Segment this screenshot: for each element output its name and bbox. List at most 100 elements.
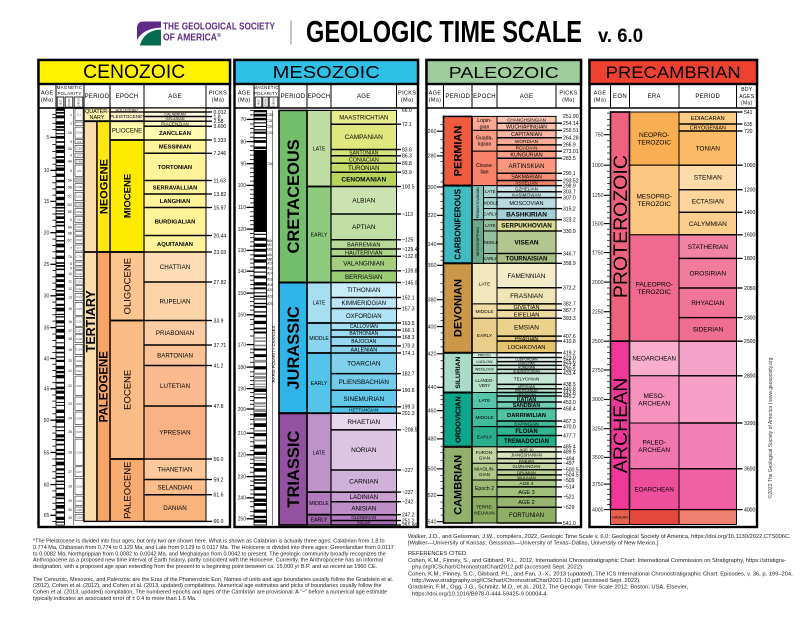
svg-text:3750: 3750 <box>592 482 604 488</box>
svg-text:4000: 4000 <box>592 507 604 513</box>
svg-text:WUCHIAPINGIAN: WUCHIAPINGIAN <box>506 125 547 131</box>
svg-text:EARLY: EARLY <box>311 232 328 238</box>
svg-text:PICKS: PICKS <box>559 90 577 96</box>
svg-text:152.1: 152.1 <box>402 295 415 301</box>
svg-text:C6: C6 <box>77 218 81 222</box>
svg-text:M5: M5 <box>267 253 272 257</box>
svg-text:C18: C18 <box>76 337 82 341</box>
svg-text:13.82: 13.82 <box>214 192 227 198</box>
svg-text:303.7: 303.7 <box>563 190 576 196</box>
svg-text:KATIAN: KATIAN <box>517 397 536 403</box>
svg-text:ALBIAN: ALBIAN <box>352 198 375 205</box>
svg-text:LATE: LATE <box>313 451 326 457</box>
svg-text:16: 16 <box>68 320 72 324</box>
svg-text:55: 55 <box>44 450 50 456</box>
svg-text:5B: 5B <box>68 185 73 189</box>
svg-text:C6A: C6A <box>76 225 83 229</box>
svg-text:CHANGHSINGIAN: CHANGHSINGIAN <box>507 117 546 122</box>
svg-text:AGE 10: AGE 10 <box>519 447 534 452</box>
svg-text:11: 11 <box>68 280 72 284</box>
svg-text:AGE: AGE <box>238 90 251 96</box>
svg-text:BDY: BDY <box>741 87 753 93</box>
svg-text:BURDIGALIAN: BURDIGALIAN <box>155 220 196 226</box>
svg-text:TURONIAN: TURONIAN <box>348 166 379 172</box>
svg-text:C26: C26 <box>76 450 82 454</box>
svg-text:264.28: 264.28 <box>563 136 579 142</box>
svg-text:GIAN: GIAN <box>479 472 490 477</box>
svg-text:PICKS: PICKS <box>209 90 227 96</box>
svg-text:Cohen, K.M., Finney, S., and G: Cohen, K.M., Finney, S., and Gibbard, P.… <box>408 558 786 564</box>
svg-text:15: 15 <box>44 199 50 205</box>
svg-text:393.3: 393.3 <box>563 316 576 322</box>
svg-text:C29: C29 <box>76 499 82 503</box>
svg-text:http://www.stratigraphy.org/IC: http://www.stratigraphy.org/ICSchart/Chr… <box>412 578 641 584</box>
svg-text:Lopin-: Lopin- <box>477 118 492 124</box>
svg-text:407.6: 407.6 <box>563 334 576 340</box>
svg-text:M20: M20 <box>266 288 273 292</box>
svg-text:PALEO-: PALEO- <box>643 439 666 446</box>
svg-text:283.5: 283.5 <box>563 156 576 162</box>
svg-text:4: 4 <box>70 154 72 158</box>
svg-text:PERMIAN: PERMIAN <box>453 126 465 177</box>
svg-text:70: 70 <box>240 117 246 123</box>
svg-text:C7: C7 <box>77 246 81 250</box>
svg-text:©2022 The Geological Society o: ©2022 The Geological Society of America … <box>767 357 774 498</box>
svg-text:v. 6.0: v. 6.0 <box>598 25 643 47</box>
svg-text:427.4: 427.4 <box>563 363 576 369</box>
svg-text:5A: 5A <box>68 178 73 182</box>
svg-text:273.01: 273.01 <box>563 149 579 155</box>
svg-text:290.1: 290.1 <box>563 171 576 177</box>
svg-text:7.246: 7.246 <box>214 151 227 157</box>
svg-text:LATE: LATE <box>485 189 496 194</box>
svg-text:~132.6: ~132.6 <box>402 254 418 260</box>
svg-text:C5C: C5C <box>76 195 83 199</box>
svg-text:HIST.: HIST. <box>59 99 63 106</box>
svg-text:307.0: 307.0 <box>563 195 576 201</box>
svg-text:TERTIARY: TERTIARY <box>84 290 98 353</box>
svg-text:300: 300 <box>428 185 437 191</box>
svg-text:720: 720 <box>744 129 753 135</box>
svg-text:3A: 3A <box>68 147 73 151</box>
svg-text:3200: 3200 <box>744 421 755 427</box>
svg-text:C20: C20 <box>76 359 82 363</box>
svg-text:TITHONIAN: TITHONIAN <box>347 287 380 294</box>
svg-text:C5A: C5A <box>76 178 83 182</box>
svg-text:GIVETIAN: GIVETIAN <box>513 305 539 311</box>
svg-text:5: 5 <box>47 135 50 141</box>
svg-text:635: 635 <box>744 122 753 128</box>
svg-text:250: 250 <box>238 517 247 523</box>
svg-text:RHUDDANIAN: RHUDDANIAN <box>515 389 538 393</box>
svg-text:445.2: 445.2 <box>563 394 576 400</box>
svg-text:~497: ~497 <box>563 461 575 467</box>
svg-text:M3: M3 <box>267 247 272 251</box>
svg-text:240: 240 <box>238 496 247 502</box>
svg-text:AGE: AGE <box>357 94 371 100</box>
svg-text:HOMERIAN: HOMERIAN <box>518 366 536 370</box>
svg-text:Guada-: Guada- <box>476 136 494 142</box>
svg-text:C5B: C5B <box>76 185 82 189</box>
svg-text:EMSIAN: EMSIAN <box>514 325 539 332</box>
svg-text:C19: C19 <box>76 348 82 352</box>
svg-text:VISEAN: VISEAN <box>514 240 539 247</box>
svg-text:QUATER-: QUATER- <box>85 109 109 115</box>
svg-text:Anthropocene as a proposed new: Anthropocene as a proposed new time inte… <box>33 558 383 564</box>
svg-text:PRECAMBRIAN: PRECAMBRIAN <box>606 64 741 82</box>
svg-text:380: 380 <box>428 298 437 304</box>
svg-text:(Ma): (Ma) <box>741 100 753 106</box>
svg-text:540: 540 <box>428 520 437 526</box>
svg-text:TONIAN: TONIAN <box>696 145 721 152</box>
svg-text:150: 150 <box>238 291 247 297</box>
svg-text:C25: C25 <box>76 430 82 434</box>
svg-text:50: 50 <box>44 418 50 424</box>
svg-text:MIDDLE: MIDDLE <box>475 309 493 315</box>
svg-text:280: 280 <box>428 154 437 160</box>
svg-text:HOLOCENE*: HOLOCENE* <box>116 108 139 112</box>
svg-text:PERIOD: PERIOD <box>445 94 470 100</box>
svg-text:230: 230 <box>238 474 247 480</box>
svg-text:330.9: 330.9 <box>563 229 576 235</box>
svg-text:3.600: 3.600 <box>214 124 227 130</box>
svg-text:7: 7 <box>70 246 72 250</box>
svg-text:EPOCH: EPOCH <box>308 94 331 100</box>
svg-text:1600: 1600 <box>744 233 755 239</box>
svg-text:typically indicates an associa: typically indicates an associated error … <box>33 596 197 602</box>
